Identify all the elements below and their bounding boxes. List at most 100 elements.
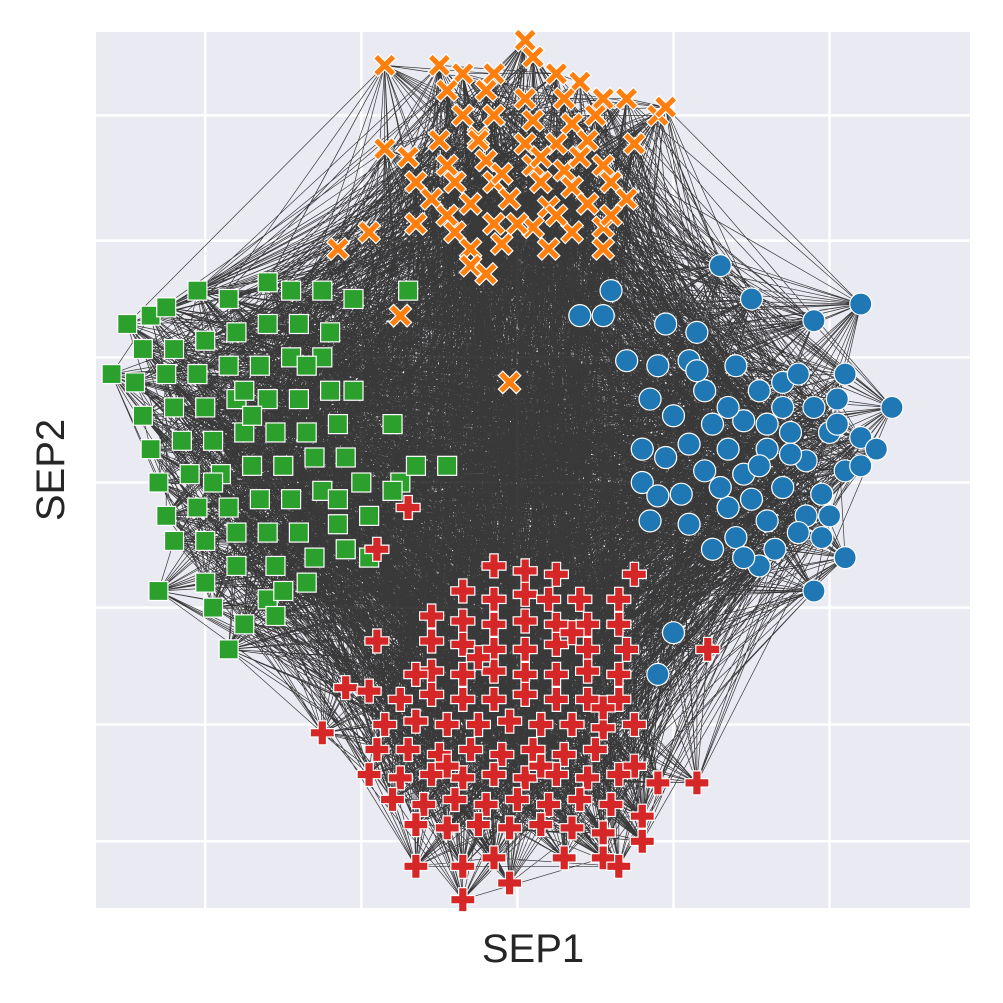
x-point — [544, 61, 569, 86]
plus-point — [411, 791, 437, 818]
x-point — [481, 103, 507, 128]
square-point — [257, 522, 278, 543]
square-point — [351, 472, 372, 493]
square-point — [202, 472, 224, 493]
square-point — [280, 489, 302, 510]
circle-point — [810, 525, 834, 550]
plus-point — [512, 636, 538, 663]
plus-point — [481, 553, 507, 579]
square-point — [171, 430, 192, 451]
circle-point — [638, 509, 662, 533]
plus-point — [497, 815, 523, 841]
plus-point — [442, 786, 468, 813]
square-point — [218, 639, 239, 660]
plus-point — [333, 675, 359, 701]
square-point — [249, 489, 270, 510]
square-point — [195, 330, 216, 351]
x-point — [396, 145, 421, 170]
x-point — [591, 236, 616, 262]
x-point — [614, 186, 639, 211]
square-point — [218, 497, 239, 518]
circle-point — [646, 484, 670, 508]
circle-point — [771, 475, 795, 500]
square-point — [296, 572, 317, 593]
square-point — [273, 455, 294, 476]
circle-point — [685, 359, 709, 383]
plus-point — [543, 561, 570, 587]
plus-point — [379, 786, 406, 813]
plus-point — [372, 711, 398, 738]
square-point — [226, 322, 247, 343]
plus-point — [450, 578, 476, 604]
x-point — [598, 203, 624, 228]
x-point — [497, 186, 522, 211]
plus-point — [458, 736, 484, 763]
x-point — [614, 86, 639, 111]
plus-point — [356, 761, 382, 788]
plus-point — [606, 611, 632, 637]
plus-point — [419, 681, 445, 708]
plus-point — [695, 636, 721, 663]
circle-point — [739, 287, 764, 311]
x-point — [481, 211, 507, 236]
circle-point — [693, 379, 717, 403]
plus-point — [473, 791, 499, 818]
circle-point — [817, 504, 842, 528]
plus-point — [629, 803, 655, 829]
plus-point — [574, 658, 601, 684]
plus-point — [543, 661, 570, 688]
x-point — [435, 203, 460, 228]
circle-point — [708, 475, 732, 500]
plus-point — [621, 561, 648, 587]
circle-point — [599, 279, 623, 303]
square-point — [382, 414, 403, 435]
x-point — [466, 128, 491, 153]
square-point — [148, 472, 169, 493]
plus-point — [364, 628, 390, 654]
circle-point — [833, 545, 857, 570]
plus-point — [645, 770, 671, 796]
square-point — [218, 288, 239, 310]
plus-point — [403, 811, 429, 838]
x-point — [474, 78, 499, 103]
circle-point — [880, 395, 904, 420]
plus-point — [606, 586, 632, 612]
x-point — [583, 103, 608, 128]
x-point — [458, 253, 483, 278]
data-points — [101, 28, 904, 913]
x-point — [536, 236, 561, 262]
circle-point — [654, 312, 678, 336]
plus-point — [434, 815, 460, 841]
plus-point — [465, 711, 491, 738]
circle-point — [825, 387, 849, 411]
x-point — [575, 191, 600, 216]
square-point — [132, 405, 153, 426]
plus-point — [528, 711, 554, 738]
plus-point — [450, 661, 476, 688]
circle-point — [716, 495, 740, 520]
x-point — [591, 86, 616, 111]
plus-point — [450, 887, 476, 913]
plus-point — [403, 661, 429, 688]
square-point — [187, 363, 208, 385]
x-axis-label: SEP1 — [482, 927, 584, 971]
x-point — [372, 136, 397, 161]
square-point — [163, 397, 185, 418]
square-point — [124, 372, 146, 393]
circle-point — [716, 395, 740, 420]
circle-point — [646, 354, 670, 378]
circle-point — [732, 409, 756, 433]
x-point — [567, 69, 592, 95]
square-point — [195, 530, 216, 552]
square-point — [320, 322, 341, 343]
x-point — [544, 203, 569, 228]
square-point — [320, 380, 341, 401]
x-point — [505, 211, 530, 236]
plus-point — [450, 686, 476, 713]
circle-point — [771, 395, 795, 420]
plus-point — [512, 681, 538, 708]
square-point — [343, 288, 364, 310]
x-point — [567, 145, 592, 170]
square-point — [187, 280, 208, 301]
plus-point — [465, 645, 491, 671]
